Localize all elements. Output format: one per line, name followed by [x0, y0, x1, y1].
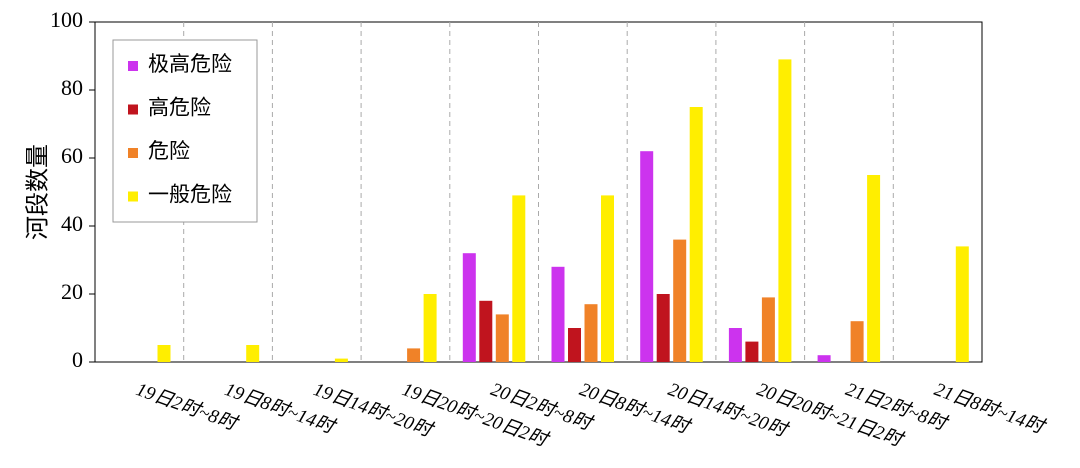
bar	[157, 345, 171, 362]
bar	[246, 345, 260, 362]
legend-label: 危险	[148, 139, 190, 163]
x-tick-label: 20日20时~21日2时	[754, 379, 908, 452]
bar	[689, 107, 703, 362]
bar	[479, 300, 493, 362]
bar	[495, 314, 509, 362]
bar	[673, 239, 687, 362]
bar	[761, 297, 775, 362]
bar	[656, 294, 670, 362]
bar	[867, 175, 881, 362]
legend-label: 极高危险	[148, 52, 232, 76]
y-tick-label: 100	[50, 7, 83, 32]
bar	[512, 195, 526, 362]
bar	[334, 358, 348, 362]
legend-swatch	[128, 61, 138, 71]
y-tick-label: 60	[61, 143, 83, 168]
y-tick-label: 20	[61, 279, 83, 304]
legend-label: 一般危险	[148, 182, 232, 206]
bar	[551, 266, 565, 362]
bar	[601, 195, 614, 362]
legend-swatch	[128, 148, 138, 158]
legend-swatch	[128, 104, 138, 115]
legend-swatch	[128, 191, 138, 202]
bar	[955, 246, 969, 362]
bar	[817, 355, 831, 362]
y-tick-label: 80	[61, 75, 83, 100]
bar	[568, 328, 581, 362]
y-axis-label: 河段数量	[25, 144, 52, 240]
bar	[462, 253, 476, 362]
x-tick-label: 21日8时~14时	[931, 379, 1049, 439]
legend-label: 高危险	[148, 95, 211, 119]
bar	[728, 328, 742, 362]
y-tick-label: 40	[61, 211, 83, 236]
y-tick-label: 0	[72, 347, 83, 372]
bar	[745, 341, 759, 362]
bar	[778, 59, 792, 363]
bar	[407, 348, 421, 362]
bar	[423, 294, 437, 362]
bar	[850, 321, 864, 362]
x-tick-label: 19日20时~20日2时	[399, 379, 553, 452]
bar	[640, 151, 654, 362]
bar	[584, 304, 598, 362]
